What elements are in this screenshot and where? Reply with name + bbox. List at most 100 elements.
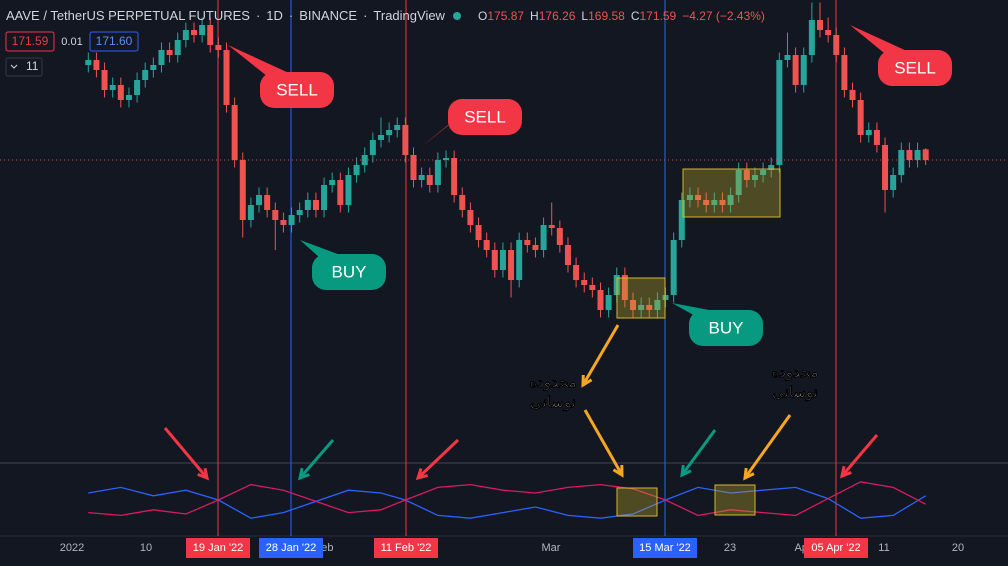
- arrow: [840, 434, 879, 477]
- header-ohlc: O175.87 H176.26 L169.58 C171.59 −4.27 (−2.43…: [478, 9, 765, 23]
- osc-line: [88, 481, 926, 517]
- arrow: [680, 429, 717, 476]
- candle-body: [272, 210, 279, 220]
- oscillator: [88, 481, 927, 519]
- arrow-head: [297, 467, 310, 481]
- candle-body: [345, 175, 352, 205]
- candle-body: [353, 165, 360, 175]
- candle-body: [418, 175, 425, 180]
- date-marker: [374, 538, 438, 558]
- candle-body: [280, 220, 287, 225]
- candle-body: [548, 225, 555, 228]
- candle-body: [922, 149, 929, 161]
- candle-body: [711, 200, 718, 205]
- date-marker: [633, 538, 697, 558]
- candle-body: [199, 25, 206, 35]
- annotations: SELL SELL BUY BUY SELL محدوده نوسانی محدوده نوسا…: [163, 25, 952, 481]
- callout-label: SELL: [276, 80, 318, 99]
- candle-body: [532, 245, 539, 250]
- arrow-head: [680, 464, 692, 478]
- candle-body: [386, 130, 393, 135]
- candle-body: [825, 30, 832, 35]
- candle-body: [451, 158, 458, 195]
- candle-body: [394, 125, 401, 130]
- candle-body: [101, 70, 108, 90]
- candle-body: [882, 145, 889, 190]
- candle-body: [499, 250, 506, 270]
- candle-body: [190, 30, 197, 35]
- time-label: Mar: [542, 542, 561, 554]
- range-note: محدوده: [771, 364, 818, 381]
- range-note: محدوده: [529, 374, 576, 391]
- indicator-count: 11: [26, 59, 39, 73]
- candle-body: [833, 35, 840, 55]
- candle-body: [906, 150, 913, 160]
- h-label: H: [530, 9, 539, 23]
- candle-body: [540, 225, 547, 250]
- time-label: 10: [140, 542, 152, 554]
- candle-body: [605, 295, 612, 310]
- candle-body: [467, 210, 474, 225]
- date-marker-label: 28 Jan '22: [266, 542, 316, 554]
- candle-body: [483, 240, 490, 250]
- indicator-toggle[interactable]: [5, 57, 43, 77]
- spread: 0.01: [61, 36, 82, 48]
- candle-body: [890, 175, 897, 190]
- sell-price: 171.59: [12, 34, 49, 48]
- candle-body: [223, 50, 230, 105]
- callout-label: BUY: [332, 262, 367, 281]
- range-box: [714, 484, 756, 516]
- osc-line: [88, 486, 927, 519]
- c-value: 171.59: [639, 9, 676, 23]
- candle-body: [402, 125, 409, 155]
- symbol: AAVE / TetherUS PERPETUAL FUTURES: [6, 8, 250, 23]
- candle-body: [898, 150, 905, 175]
- c-label: C: [631, 9, 640, 23]
- candle-body: [93, 60, 100, 70]
- date-marker-label: 05 Apr '22: [811, 542, 860, 554]
- candle-body: [150, 65, 157, 70]
- candle-body: [662, 295, 669, 300]
- candle-body: [239, 160, 246, 220]
- candle-body: [312, 200, 319, 210]
- arrow: [163, 427, 209, 479]
- callout-label: SELL: [464, 107, 506, 126]
- header-title: AAVE / TetherUS PERPETUAL FUTURES · 1D · BIN…: [6, 8, 446, 23]
- candle-body: [321, 185, 328, 210]
- sell-box[interactable]: [5, 31, 55, 52]
- candle-body: [369, 140, 376, 155]
- candle-body: [743, 170, 750, 180]
- candle-body: [638, 305, 645, 310]
- callout-label: BUY: [709, 318, 744, 337]
- candle-body: [516, 240, 523, 280]
- candle-body: [475, 225, 482, 240]
- date-marker: [259, 538, 323, 558]
- candle-body: [695, 195, 702, 200]
- exchange: BINANCE: [299, 8, 357, 23]
- date-marker: [186, 538, 250, 558]
- candle-body: [288, 215, 295, 225]
- l-value: 169.58: [588, 9, 625, 23]
- arrow-head: [743, 467, 755, 481]
- buy-box[interactable]: [89, 31, 139, 52]
- arrow-head: [581, 374, 593, 388]
- candle-body: [182, 30, 189, 40]
- range-box: [682, 168, 781, 218]
- candle-body: [410, 155, 417, 180]
- candle-body: [337, 180, 344, 205]
- arrow: [298, 439, 335, 479]
- arrow: [581, 324, 620, 386]
- candle-body: [207, 25, 214, 45]
- h-value: 176.26: [539, 9, 576, 23]
- candle-body: [247, 205, 254, 220]
- candle-body: [719, 200, 726, 205]
- arrow: [743, 414, 792, 479]
- candle-body: [264, 195, 271, 210]
- callout: [878, 50, 952, 86]
- o-label: O: [478, 9, 487, 23]
- time-label: 11: [878, 542, 889, 554]
- buy-price: 171.60: [96, 34, 133, 48]
- time-label: 2022: [60, 542, 84, 554]
